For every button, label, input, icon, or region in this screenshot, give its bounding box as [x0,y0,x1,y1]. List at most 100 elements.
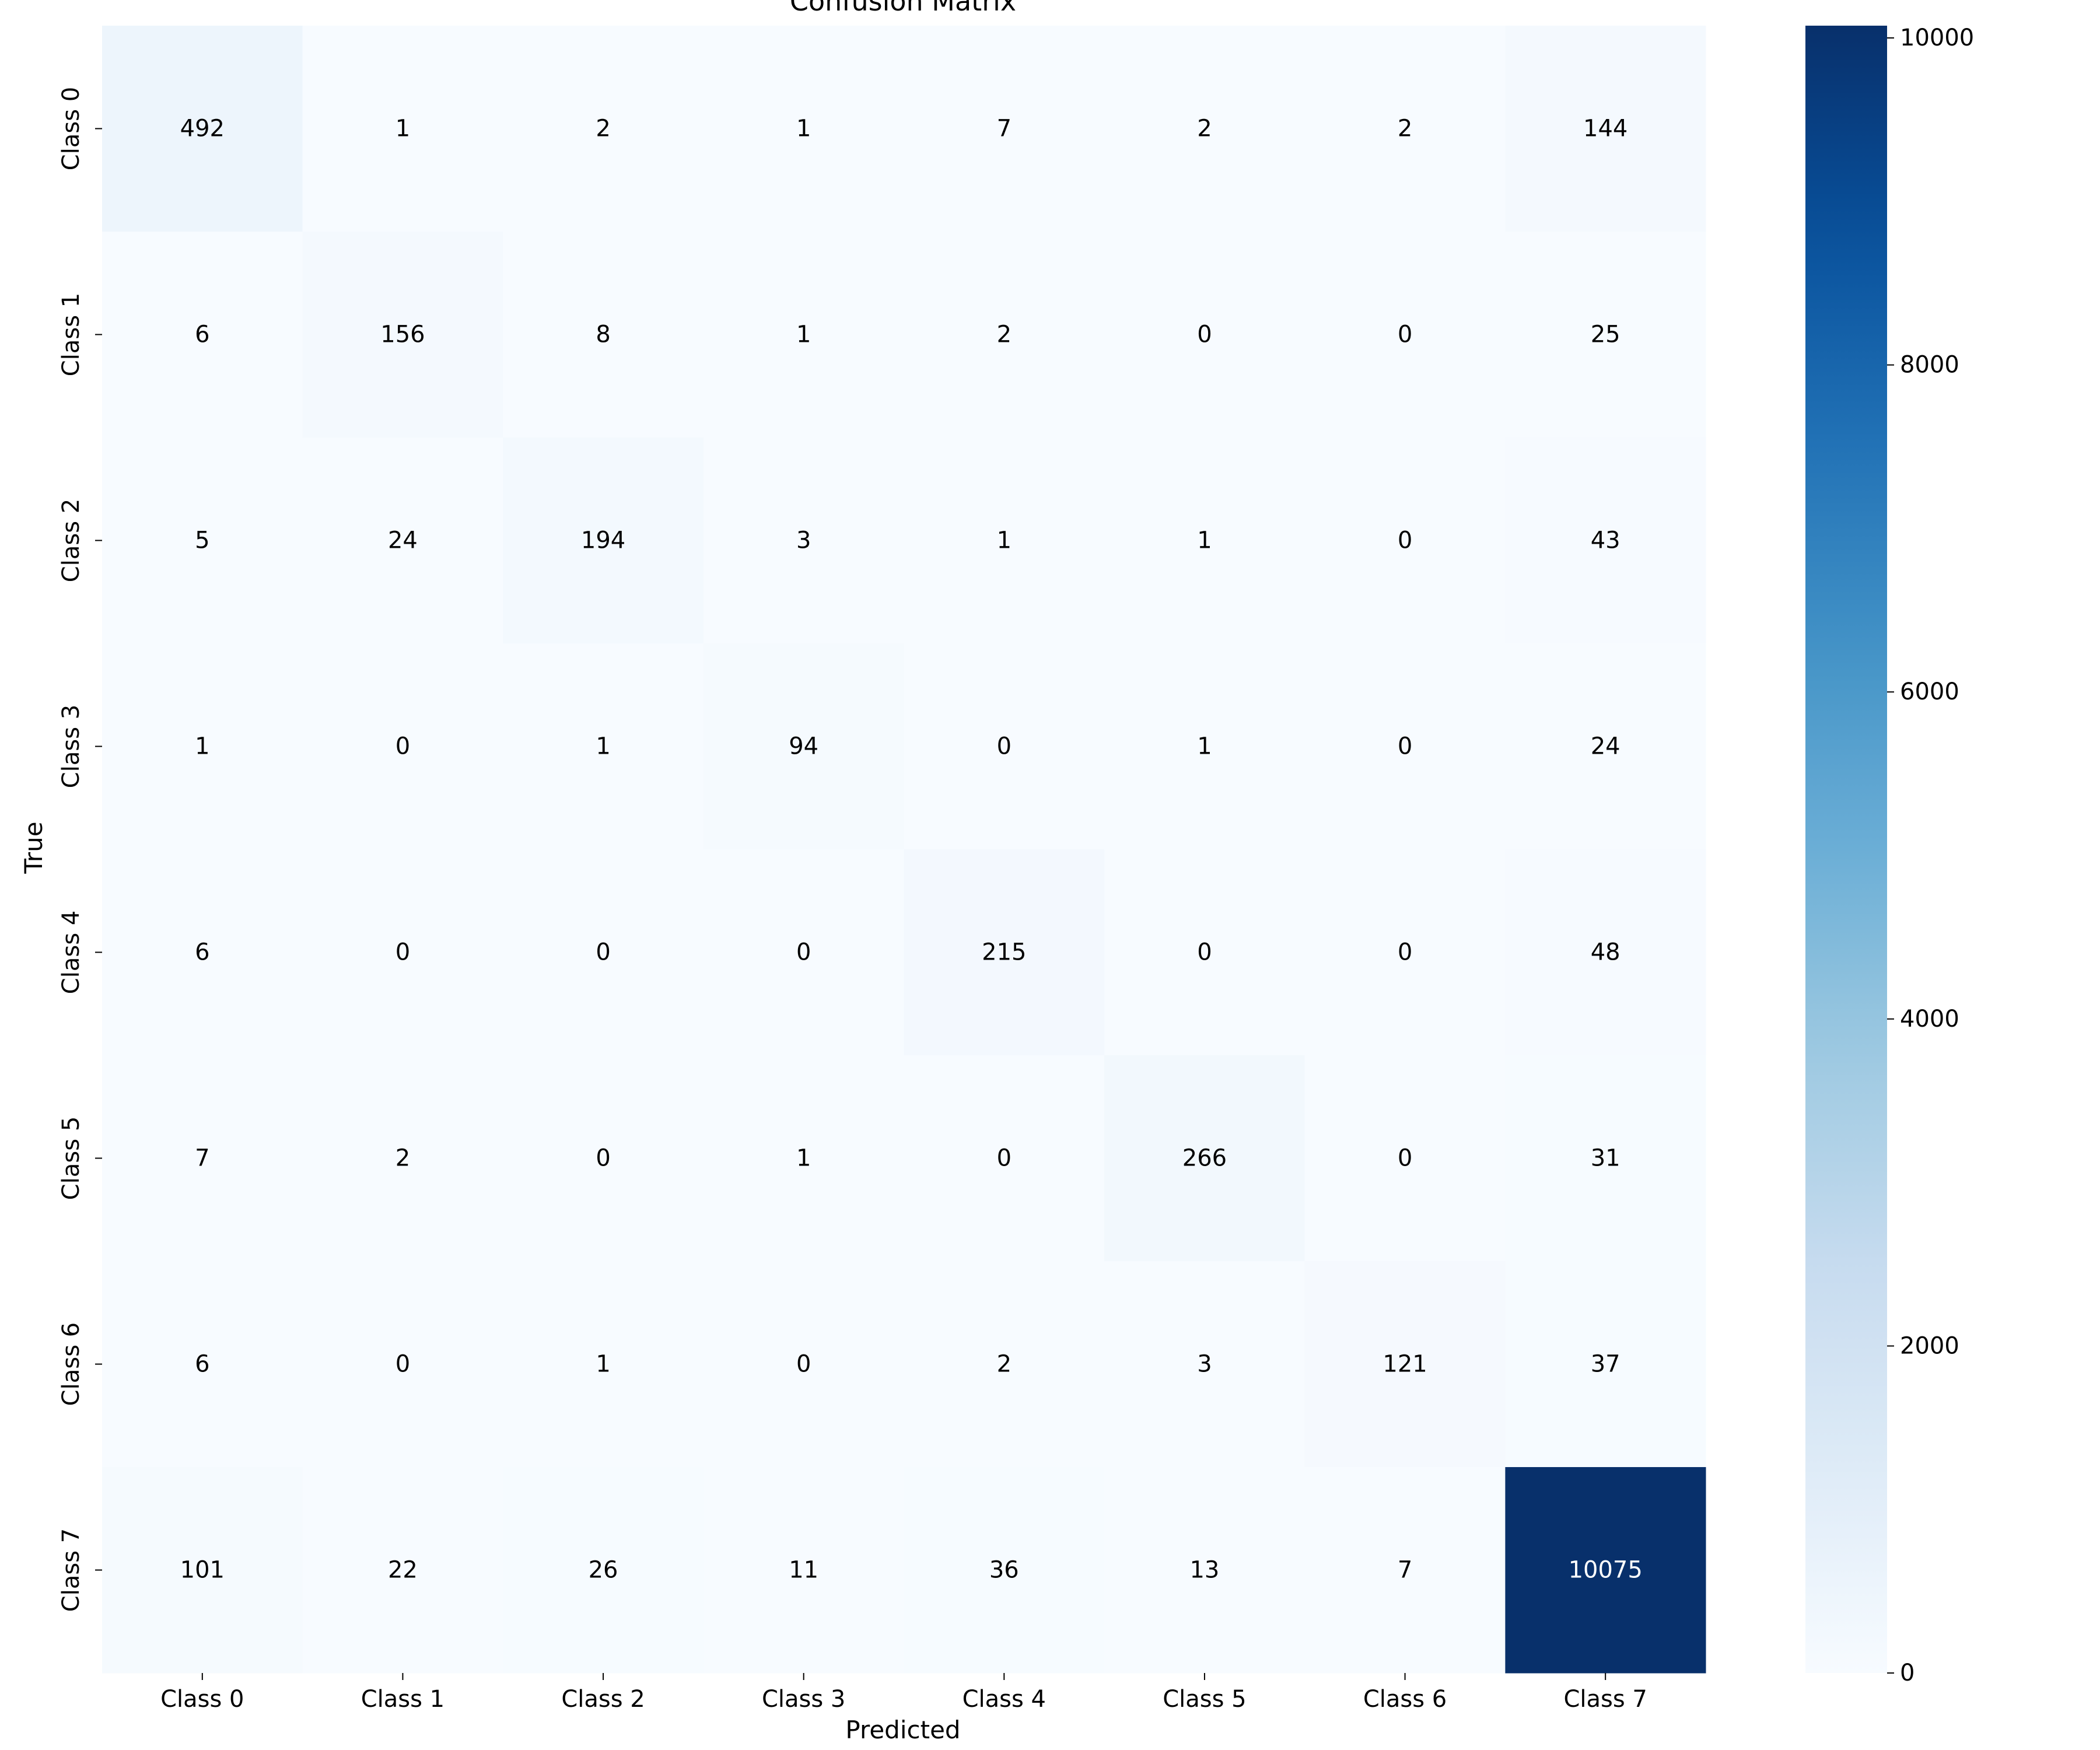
x-tick-label-6: Class 6 [1363,1686,1447,1713]
cell-value-1-4: 2 [997,321,1012,348]
cell-3-6 [1304,643,1506,850]
y-tick-label-5: Class 5 [58,1116,85,1200]
cell-value-5-4: 0 [997,1145,1012,1172]
cell-6-0 [102,1261,303,1468]
cell-0-1 [302,26,503,232]
cell-2-6 [1304,438,1506,644]
colorbar: 0 2000 4000 6000 8000 10000 [1805,24,1974,1686]
cell-7-6 [1304,1467,1506,1674]
cell-2-1 [302,438,503,644]
cell-value-4-5: 0 [1197,939,1212,966]
cell-value-3-0: 1 [195,733,209,760]
cell-6-6 [1304,1261,1506,1468]
cell-5-7 [1505,1055,1706,1262]
cell-3-3 [703,643,904,850]
cell-5-1 [302,1055,503,1262]
cell-value-1-6: 0 [1398,321,1412,348]
colorbar-tick-label-0: 0 [1900,1660,1915,1686]
cell-1-4 [904,232,1105,438]
cell-1-2 [503,232,704,438]
y-tick-label-1: Class 1 [58,293,85,376]
cell-value-3-3: 94 [789,733,818,760]
cell-2-7 [1505,438,1706,644]
cell-value-0-6: 2 [1398,116,1412,142]
cell-value-0-3: 1 [796,116,811,142]
cell-value-2-5: 1 [1197,527,1212,554]
cell-4-5 [1104,849,1306,1056]
cell-0-2 [503,26,704,232]
cell-3-5 [1104,643,1306,850]
y-tick-label-0: Class 0 [58,87,85,170]
cell-value-6-3: 0 [796,1351,811,1378]
cell-value-3-1: 0 [396,733,410,760]
x-tick-label-3: Class 3 [762,1686,845,1713]
cell-value-4-1: 0 [396,939,410,966]
colorbar-tick-label-5: 10000 [1900,24,1974,51]
cell-value-7-6: 7 [1398,1557,1412,1584]
cell-value-0-7: 144 [1583,116,1628,142]
cell-4-1 [302,849,503,1056]
x-tick-label-0: Class 0 [160,1686,244,1713]
x-axis-label: Predicted [845,1716,960,1744]
cell-value-5-1: 2 [396,1145,410,1172]
cell-7-1 [302,1467,503,1674]
y-tick-label-6: Class 6 [58,1322,85,1406]
cell-value-2-2: 194 [581,527,625,554]
cell-7-5 [1104,1467,1306,1674]
cell-value-2-4: 1 [997,527,1012,554]
cell-value-5-5: 266 [1182,1145,1227,1172]
cell-value-2-0: 5 [195,527,209,554]
cell-value-2-6: 0 [1398,527,1412,554]
cell-5-0 [102,1055,303,1262]
x-axis-ticks: Class 0 Class 1 Class 2 Class 3 Class 4 Class… [160,1673,1647,1713]
cell-value-2-7: 43 [1591,527,1620,554]
cell-value-6-0: 6 [195,1351,209,1378]
cell-1-1 [302,232,503,438]
cell-value-7-2: 26 [589,1557,618,1584]
cell-5-3 [703,1055,904,1262]
cell-value-0-0: 492 [180,116,225,142]
cell-value-0-2: 2 [596,116,610,142]
cell-4-3 [703,849,904,1056]
cell-value-1-7: 25 [1591,321,1620,348]
cell-2-5 [1104,438,1306,644]
cell-value-6-6: 121 [1382,1351,1427,1378]
cell-4-4 [904,849,1105,1056]
colorbar-tick-label-4: 8000 [1900,352,1959,379]
cell-value-7-5: 13 [1189,1557,1219,1584]
cell-5-5 [1104,1055,1306,1262]
cell-value-1-3: 1 [796,321,811,348]
cell-value-7-1: 22 [388,1557,418,1584]
y-tick-label-7: Class 7 [58,1528,85,1612]
cell-value-5-2: 0 [596,1145,610,1172]
chart-title: Confusion Matrix [790,0,1016,17]
cell-1-7 [1505,232,1706,438]
cell-2-4 [904,438,1105,644]
colorbar-tick-label-3: 6000 [1900,678,1959,705]
y-tick-label-2: Class 2 [58,499,85,582]
colorbar-gradient [1805,26,1887,1673]
cell-3-0 [102,643,303,850]
cell-value-2-1: 24 [388,527,418,554]
cell-0-7 [1505,26,1706,232]
cell-value-4-2: 0 [596,939,610,966]
cell-7-3 [703,1467,904,1674]
cell-value-4-4: 215 [982,939,1026,966]
cell-5-4 [904,1055,1105,1262]
cell-0-5 [1104,26,1306,232]
cell-0-4 [904,26,1105,232]
cell-5-6 [1304,1055,1506,1262]
cell-5-2 [503,1055,704,1262]
x-tick-label-2: Class 2 [561,1686,645,1713]
y-tick-label-3: Class 3 [58,705,85,788]
cell-0-6 [1304,26,1506,232]
cell-4-2 [503,849,704,1056]
cell-value-1-5: 0 [1197,321,1212,348]
x-tick-label-5: Class 5 [1163,1686,1246,1713]
cell-value-3-2: 1 [596,733,610,760]
cell-value-3-5: 1 [1197,733,1212,760]
cell-value-7-3: 11 [789,1557,818,1584]
cell-value-1-1: 156 [380,321,425,348]
cell-7-7 [1505,1467,1706,1674]
